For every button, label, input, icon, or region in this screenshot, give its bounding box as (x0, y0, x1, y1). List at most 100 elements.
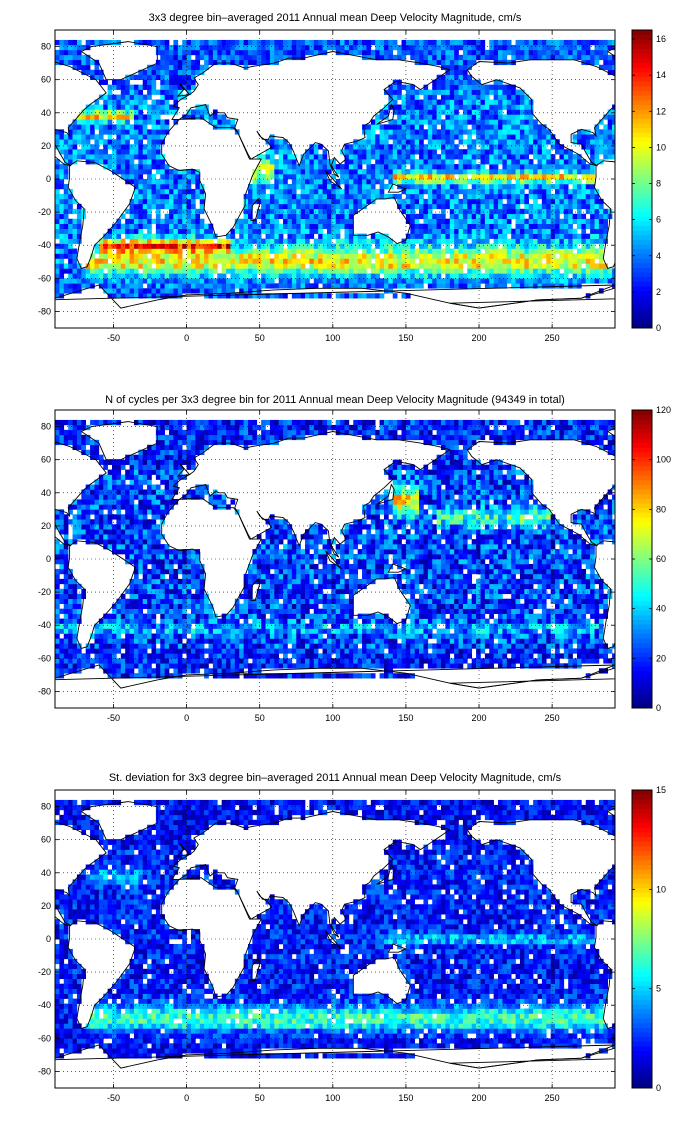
heatmap-cell (112, 459, 117, 465)
heatmap-cell (423, 89, 429, 95)
heatmap-cell (68, 439, 73, 446)
heatmap-cell (208, 114, 214, 120)
heatmap-cell (204, 243, 209, 249)
heatmap-cell (116, 134, 122, 140)
heatmap-cell (248, 183, 253, 190)
heatmap-cell (120, 248, 126, 254)
heatmap-cell (533, 268, 538, 274)
heatmap-cell (138, 193, 144, 200)
heatmap-cell (366, 139, 372, 145)
heatmap-cell (173, 84, 179, 90)
heatmap-cell (204, 258, 209, 264)
heatmap-cell (204, 288, 209, 294)
heatmap-cell (195, 243, 201, 249)
heatmap-cell (129, 149, 135, 155)
heatmap-cell (55, 188, 60, 195)
heatmap-cell (107, 293, 113, 299)
heatmap-cell (493, 238, 499, 244)
colorbar-segment (632, 234, 652, 240)
heatmap-cell (480, 129, 486, 135)
heatmap-cell (537, 154, 543, 160)
heatmap-cell (559, 144, 565, 150)
heatmap-cell (515, 39, 521, 46)
heatmap-cell (362, 243, 367, 249)
heatmap-cell (383, 154, 389, 160)
heatmap-cell (506, 104, 512, 110)
heatmap-cell (147, 79, 152, 85)
heatmap-cell (63, 439, 69, 446)
heatmap-cell (449, 74, 455, 80)
heatmap-cell (519, 119, 525, 125)
heatmap-cell (305, 203, 310, 210)
heatmap-cell (59, 39, 65, 46)
heatmap-cell (502, 243, 508, 249)
heatmap-cell (283, 258, 288, 264)
heatmap-cell (419, 278, 424, 284)
heatmap-cell (379, 124, 385, 130)
heatmap-cell (340, 44, 345, 51)
heatmap-cell (94, 484, 100, 490)
heatmap-cell (383, 104, 389, 110)
heatmap-cell (427, 198, 433, 205)
heatmap-cell (173, 174, 179, 180)
heatmap-cell (313, 263, 319, 269)
heatmap-cell (107, 154, 113, 160)
heatmap-cell (511, 119, 516, 125)
colorbar-tick-label: 16 (656, 34, 666, 44)
heatmap-cell (243, 268, 249, 274)
heatmap-cell (138, 174, 144, 180)
heatmap-cell (471, 159, 477, 165)
heatmap-cell (309, 213, 315, 220)
heatmap-cell (305, 188, 310, 195)
heatmap-cell (300, 293, 306, 299)
heatmap-cell (107, 238, 113, 244)
heatmap-cell (129, 203, 135, 210)
heatmap-cell (81, 149, 87, 155)
heatmap-cell (427, 139, 433, 145)
heatmap-cell (423, 44, 429, 51)
heatmap-cell (511, 268, 516, 274)
heatmap-cell (585, 54, 591, 61)
heatmap-cell (182, 223, 187, 229)
heatmap-cell (423, 174, 429, 180)
heatmap-cell (169, 79, 174, 85)
heatmap-cell (441, 139, 446, 145)
heatmap-cell (414, 124, 420, 130)
heatmap-cell (484, 139, 490, 145)
heatmap-cell (85, 273, 91, 279)
heatmap-cell (489, 104, 494, 110)
heatmap-cell (243, 233, 249, 239)
heatmap-cell (445, 104, 451, 110)
heatmap-cell (186, 174, 192, 180)
heatmap-cell (344, 169, 350, 175)
heatmap-cell (375, 159, 380, 165)
heatmap-cell (519, 159, 525, 165)
heatmap-cell (133, 243, 139, 249)
heatmap-cell (252, 59, 258, 66)
heatmap-cell (296, 223, 301, 229)
heatmap-cell (133, 213, 139, 220)
heatmap-cell (81, 449, 87, 455)
heatmap-cell (116, 139, 122, 145)
heatmap-cell (489, 49, 494, 56)
heatmap-cell (274, 223, 280, 229)
heatmap-cell (103, 114, 108, 120)
heatmap-cell (125, 134, 130, 140)
heatmap-cell (436, 213, 442, 220)
heatmap-cell (173, 183, 179, 190)
heatmap-cell (63, 208, 69, 215)
heatmap-cell (449, 79, 455, 85)
heatmap-cell (287, 164, 293, 170)
coastline (688, 118, 696, 237)
heatmap-cell (322, 203, 328, 210)
heatmap-cell (186, 278, 192, 284)
heatmap-cell (98, 248, 104, 254)
heatmap-cell (112, 159, 117, 165)
heatmap-cell (68, 583, 73, 590)
heatmap-cell (335, 198, 341, 205)
heatmap-cell (265, 238, 271, 244)
heatmap-cell (383, 253, 389, 259)
heatmap-cell (182, 273, 187, 279)
heatmap-cell (462, 223, 468, 229)
heatmap-cell (383, 278, 389, 284)
